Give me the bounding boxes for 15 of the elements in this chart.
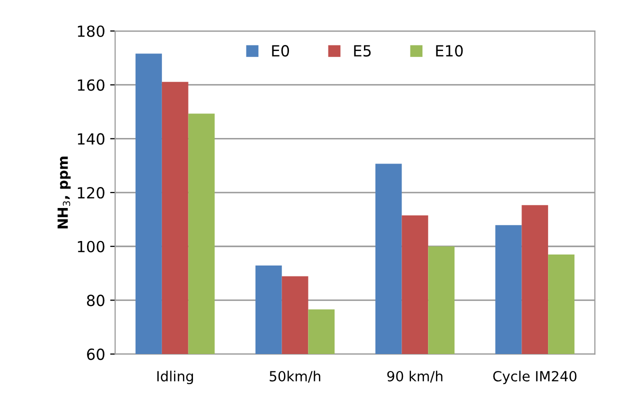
x-tick-label: 50km/h <box>270 370 320 383</box>
x-tick-label: 90 km/h <box>387 370 442 383</box>
y-tick-label: 160 <box>78 79 104 91</box>
x-tick-label: Idling <box>157 370 193 384</box>
x-tick-label: Cycle IM240 <box>493 370 576 384</box>
legend-label: E5 <box>354 45 371 57</box>
y-tick-label: 180 <box>78 25 104 38</box>
legend-label: E10 <box>436 45 463 57</box>
y-tick-label: 80 <box>87 294 104 306</box>
legend-label: E0 <box>272 45 290 57</box>
y-tick-label: 60 <box>87 348 104 360</box>
y-tick-label: 100 <box>78 240 104 252</box>
y-tick-label: 140 <box>78 133 104 145</box>
y-tick-label: 120 <box>78 186 104 199</box>
y-axis-title: NH$_{3}$, ppm <box>58 156 71 228</box>
